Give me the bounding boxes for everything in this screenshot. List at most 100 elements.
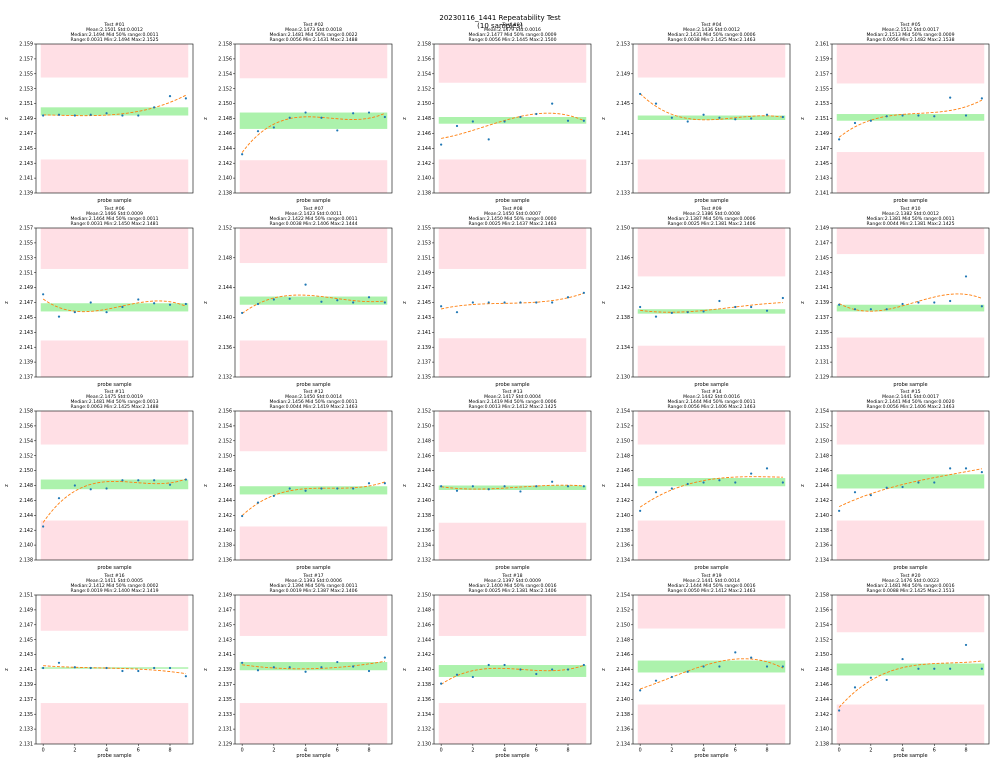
data-point xyxy=(551,102,554,105)
data-point xyxy=(869,119,872,122)
y-tick-label: 2.146 xyxy=(417,131,431,137)
data-point xyxy=(57,661,61,664)
subplot-stats-mean: Mean:2.1417 Std:0.0004 xyxy=(484,394,541,400)
y-tick-label: 2.141 xyxy=(815,285,829,291)
x-tick-label: 8 xyxy=(765,748,768,754)
y-tick-label: 2.146 xyxy=(616,255,630,261)
subplot-title: Test #01 xyxy=(103,22,124,28)
x-axis-label: probe sample xyxy=(893,382,927,388)
data-point xyxy=(304,670,307,673)
data-point xyxy=(885,486,888,489)
data-point xyxy=(487,488,490,491)
data-point xyxy=(89,301,92,304)
data-point xyxy=(487,138,490,141)
y-tick-label: 2.154 xyxy=(417,71,431,77)
x-axis-label: probe sample xyxy=(97,198,131,204)
y-tick-label: 2.150 xyxy=(417,424,431,430)
data-point xyxy=(519,490,522,493)
y-tick-label: 2.136 xyxy=(218,558,232,564)
out-of-range-band xyxy=(637,159,786,193)
y-tick-label: 2.137 xyxy=(19,375,33,381)
subplot-stats-median: Median:2.1513 Mid 50% range:0.0009 xyxy=(866,32,954,38)
y-tick-label: 2.146 xyxy=(19,498,33,504)
y-tick-label: 2.145 xyxy=(19,637,33,643)
y-tick-label: 2.151 xyxy=(19,270,33,276)
x-axis-label: probe sample xyxy=(495,382,529,388)
data-point xyxy=(440,305,443,308)
subplot-stats-mean: Mean:2.1501 Std:0.0012 xyxy=(86,27,143,33)
data-point xyxy=(885,678,888,682)
subplot-stats-mean: Mean:2.1473 Std:0.0018 xyxy=(285,27,342,33)
subplot-stats-median: Median:2.1450 Mid 50% range:0.0000 xyxy=(468,216,556,222)
y-tick-label: 2.137 xyxy=(19,697,33,703)
data-point xyxy=(718,116,721,119)
y-tick-label: 2.154 xyxy=(815,409,829,415)
data-point xyxy=(89,488,92,491)
trend-fit-line xyxy=(241,481,386,516)
y-tick-label: 2.150 xyxy=(815,438,829,444)
out-of-range-band xyxy=(438,703,587,744)
y-tick-label: 2.141 xyxy=(19,667,33,673)
y-tick-label: 2.136 xyxy=(616,727,630,733)
y-tick-label: 2.153 xyxy=(616,42,630,48)
data-point xyxy=(73,311,76,314)
data-point xyxy=(853,121,857,125)
y-tick-label: 2.144 xyxy=(218,498,232,504)
data-point xyxy=(781,115,784,119)
y-tick-label: 2.145 xyxy=(19,146,33,152)
y-tick-label: 2.142 xyxy=(815,712,829,718)
y-tick-label: 2.155 xyxy=(19,71,33,77)
subplot-title: Test #11 xyxy=(103,389,124,395)
subplot-title: Test #03 xyxy=(501,22,522,28)
out-of-range-band xyxy=(438,338,587,377)
subplot-stats-median: Median:2.1400 Mid 50% range:0.0016 xyxy=(468,583,556,589)
y-tick-label: 2.151 xyxy=(19,593,33,599)
data-point xyxy=(383,482,386,485)
subplot-stats-mean: Mean:2.1479 Std:0.0016 xyxy=(484,27,541,33)
data-point xyxy=(42,666,45,670)
x-tick-label: 8 xyxy=(367,748,370,754)
subplot-title: Test #07 xyxy=(302,206,323,212)
x-axis-label: probe sample xyxy=(296,565,330,571)
data-point xyxy=(320,300,323,303)
y-tick-label: 2.148 xyxy=(218,255,232,261)
trend-fit-line xyxy=(441,292,585,310)
y-tick-label: 2.150 xyxy=(417,593,431,599)
data-point xyxy=(566,668,570,671)
data-point xyxy=(582,291,585,294)
subplot-stats-mean: Mean:2.1476 Std:0.0023 xyxy=(882,578,939,584)
trend-fit-line xyxy=(242,660,385,670)
data-point xyxy=(367,482,371,485)
data-point xyxy=(654,102,658,105)
y-axis-label: z xyxy=(402,301,408,304)
data-point xyxy=(320,487,323,490)
y-tick-label: 2.136 xyxy=(218,345,232,351)
y-tick-label: 2.134 xyxy=(616,742,630,748)
data-point xyxy=(153,106,156,109)
y-tick-label: 2.141 xyxy=(815,191,829,197)
trend-fit-line xyxy=(42,478,187,523)
y-tick-label: 2.156 xyxy=(218,409,232,415)
x-axis-label: probe sample xyxy=(893,753,927,759)
data-point xyxy=(917,481,920,484)
y-tick-label: 2.145 xyxy=(815,161,829,167)
y-tick-label: 2.145 xyxy=(616,101,630,107)
y-tick-label: 2.143 xyxy=(19,652,33,658)
y-tick-label: 2.154 xyxy=(616,409,630,415)
y-tick-label: 2.151 xyxy=(417,255,431,261)
data-point xyxy=(320,116,323,119)
x-tick-label: 0 xyxy=(639,748,642,754)
out-of-range-band xyxy=(438,595,587,636)
data-point xyxy=(440,143,443,146)
trend-fit-line xyxy=(42,298,187,313)
data-point xyxy=(869,308,872,311)
data-point xyxy=(168,303,172,306)
x-tick-label: 6 xyxy=(734,748,737,754)
data-point xyxy=(765,467,769,470)
trend-fit-line xyxy=(838,660,982,708)
x-axis-label: probe sample xyxy=(296,753,330,759)
subplot-stats-median: Median:2.1481 Mid 50% range:0.0016 xyxy=(866,583,954,589)
